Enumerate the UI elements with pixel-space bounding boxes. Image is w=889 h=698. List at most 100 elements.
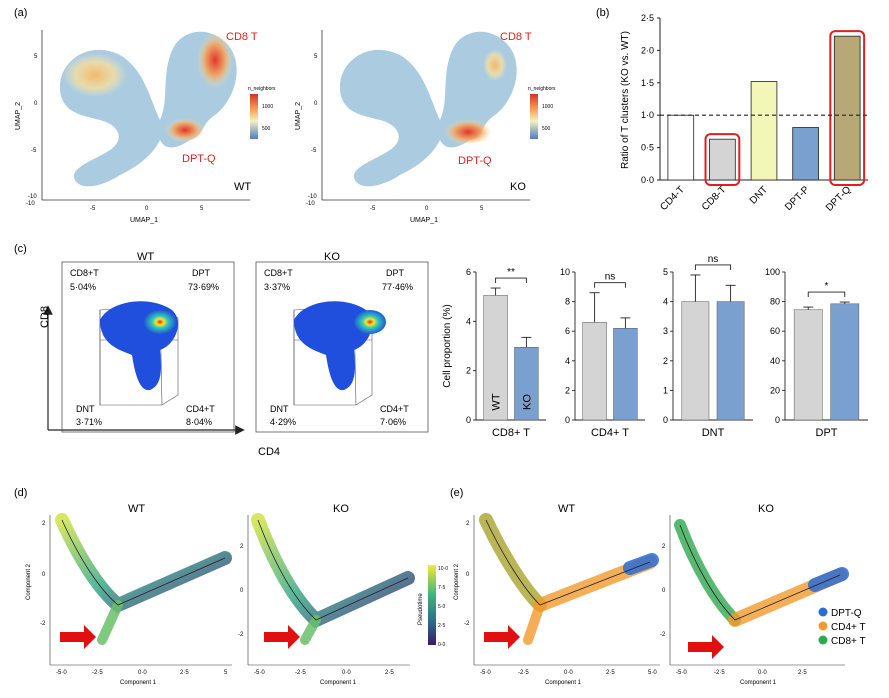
umap-wt-xtick: 5 — [200, 206, 204, 212]
traj-e-ko-xlabel: Component 1 — [740, 680, 777, 686]
panelC1-ytick-label: 0 — [466, 415, 471, 425]
traj-d-ko-ytick: 0 — [240, 588, 244, 594]
pseudotime-legend-title: Pseudotime — [418, 593, 424, 625]
traj-e-xlabel: Component 1 — [545, 680, 582, 686]
flow-ko-q-dnt: DNT — [270, 404, 289, 414]
panelC2-ytick-label: 2 — [565, 385, 570, 395]
panelC3-ytick-label: 5 — [663, 267, 668, 277]
traj-e-ytick: -2 — [464, 621, 470, 627]
traj-d-wt-arrow — [60, 625, 96, 649]
legend-label-cd4: CD4+ T — [831, 622, 866, 633]
chart-b-ytick-label: 2·0 — [641, 45, 654, 55]
umap-wt-dptq-label: DPT-Q — [182, 153, 216, 165]
legend-dot-cd4 — [818, 621, 828, 631]
chart-b-category-label: CD8-T — [700, 184, 729, 213]
traj-e-ytick: 2 — [466, 521, 470, 527]
chart-c1: 0 2 4 6 Cell proportion (%) WT KO ** CD8+ T — [442, 267, 546, 439]
traj-d-ko-xlabel: Component 1 — [320, 680, 357, 686]
flow-ko-v-dnt: 4·29% — [270, 417, 296, 427]
legend-dot-dptq — [818, 607, 828, 617]
chart-b-category-label: CD4-T — [658, 184, 687, 213]
panelC2-ytick-label: 0 — [565, 415, 570, 425]
panelC2-ytick-label: 4 — [565, 356, 570, 366]
traj-e-ko-xtick: -5·0 — [676, 670, 687, 676]
pseudotime-tick: 5·0 — [438, 604, 445, 610]
chart-b-highlight — [704, 133, 741, 186]
flow-wt: WT CD8+T 5·04% DPT 73·69% DNT 3·71% CD4+… — [61, 251, 235, 433]
flow-wt-v-dpt: 73·69% — [188, 282, 219, 292]
traj-d-ytick: 0 — [42, 572, 46, 578]
legend-dot-cd8 — [818, 635, 828, 645]
flow-wt-q-cd8: CD8+T — [70, 268, 99, 278]
traj-d-ylabel: Component 2 — [26, 563, 32, 600]
flow-axes: CD8 CD4 — [39, 305, 280, 458]
umap-wt-condition: WT — [234, 181, 251, 193]
panelC3-ytick-label: 4 — [663, 297, 668, 307]
pseudotime-tick: 0·0 — [438, 642, 445, 648]
panelC2-sig-bracket — [594, 282, 626, 288]
panelC3-ytick-label: 2 — [663, 356, 668, 366]
traj-e-xtick: -5·0 — [480, 670, 491, 676]
panelC2-bar — [613, 327, 638, 421]
traj-e-legend: DPT-Q CD4+ T CD8+ T — [818, 607, 866, 647]
chart-b-bar — [667, 114, 695, 181]
traj-e-ko-xtick: 2·5 — [798, 670, 807, 676]
flow-wt-v-cd8: 5·04% — [70, 282, 96, 292]
umap-ko-condition: KO — [510, 181, 526, 193]
panelC1-bar-label: KO — [521, 394, 533, 410]
chart-b-ytick-label: 2·5 — [641, 13, 654, 23]
trajectory-e: WT KO -5·0 -2·5 0·0 2·5 5·0 Component 1 … — [454, 503, 866, 686]
chart-b-ytick-label: 1·0 — [641, 110, 654, 120]
umap-wt-xtick: 0 — [145, 206, 149, 212]
panelC2-ytick-label: 10 — [560, 267, 570, 277]
chart-b-bar — [833, 35, 861, 181]
traj-d-xtick: 2·5 — [180, 670, 189, 676]
traj-e-xtick: 5·0 — [648, 670, 657, 676]
flow-ko: KO CD8+T 3·37% DPT 77·46% DNT 4·29% CD4+… — [255, 251, 429, 433]
traj-d-ytick: -2 — [40, 621, 46, 627]
umap-wt-xtick: -10 — [26, 201, 35, 207]
panelC2-sig-label: ns — [605, 272, 616, 283]
traj-d-xtick: 0·0 — [138, 670, 147, 676]
panelC2-ytick-label: 6 — [565, 326, 570, 336]
umap-wt-ytick: 5 — [34, 54, 38, 60]
traj-e-wt-arrow — [484, 625, 520, 649]
traj-e-xtick: 0·0 — [564, 670, 573, 676]
traj-e-ytick: 0 — [466, 572, 470, 578]
panelC2-bar — [582, 322, 607, 421]
umap-ko-legend-bar — [530, 94, 538, 139]
panelC1-ytick-label: 2 — [466, 366, 471, 376]
traj-d-ko-xtick: -5·0 — [254, 670, 265, 676]
traj-e-ko-arrow — [688, 635, 724, 659]
umap-ko-xtick: 0 — [425, 206, 429, 212]
traj-d-wt-path — [55, 513, 232, 614]
panelC3-xlabel: DNT — [702, 427, 725, 439]
traj-d-ko-title: KO — [333, 503, 349, 515]
traj-d-ko-xtick: 0·0 — [342, 670, 351, 676]
traj-e-ko-ytick: 0 — [662, 588, 666, 594]
umap-ko-ytick: -5 — [311, 148, 317, 154]
traj-d-wt-title: WT — [128, 503, 145, 515]
traj-e-ko-xtick: -2·5 — [714, 670, 725, 676]
umap-ko-cloud — [339, 31, 517, 187]
chart-b-ytick-label: 0·5 — [641, 143, 654, 153]
panelC4-xlabel: DPT — [816, 427, 838, 439]
chart-b-bar — [792, 127, 819, 181]
umap-ko-ytick: 0 — [314, 101, 318, 107]
chart-b-ytick-label: 1·5 — [641, 78, 654, 88]
panelC1-ytick-label: 4 — [466, 316, 471, 326]
umap-wt-ytick: -5 — [31, 148, 37, 154]
panelC1-ylabel: Cell proportion (%) — [442, 304, 453, 387]
umap-wt-ytick: -10 — [28, 194, 37, 200]
traj-d-ko-xtick: 2·5 — [385, 670, 394, 676]
umap-ko-dptq-label: DPT-Q — [458, 155, 492, 167]
legend-label-cd8: CD8+ T — [831, 636, 866, 647]
umap-ko-ylabel: UMAP_2 — [295, 102, 302, 130]
traj-d-ko-ytick: -2 — [238, 632, 244, 638]
chart-c4: 0 20 40 60 80 100 * DPT — [765, 267, 868, 439]
umap-wt-legend-tick: 1000 — [262, 104, 273, 110]
panelC4-sig-label: * — [825, 281, 829, 292]
umap-wt-legend-bar — [250, 94, 258, 139]
chart-b: 0·0 0·5 1·0 1·5 2·0 2·5 Ratio of T clusters (K… — [620, 13, 868, 214]
